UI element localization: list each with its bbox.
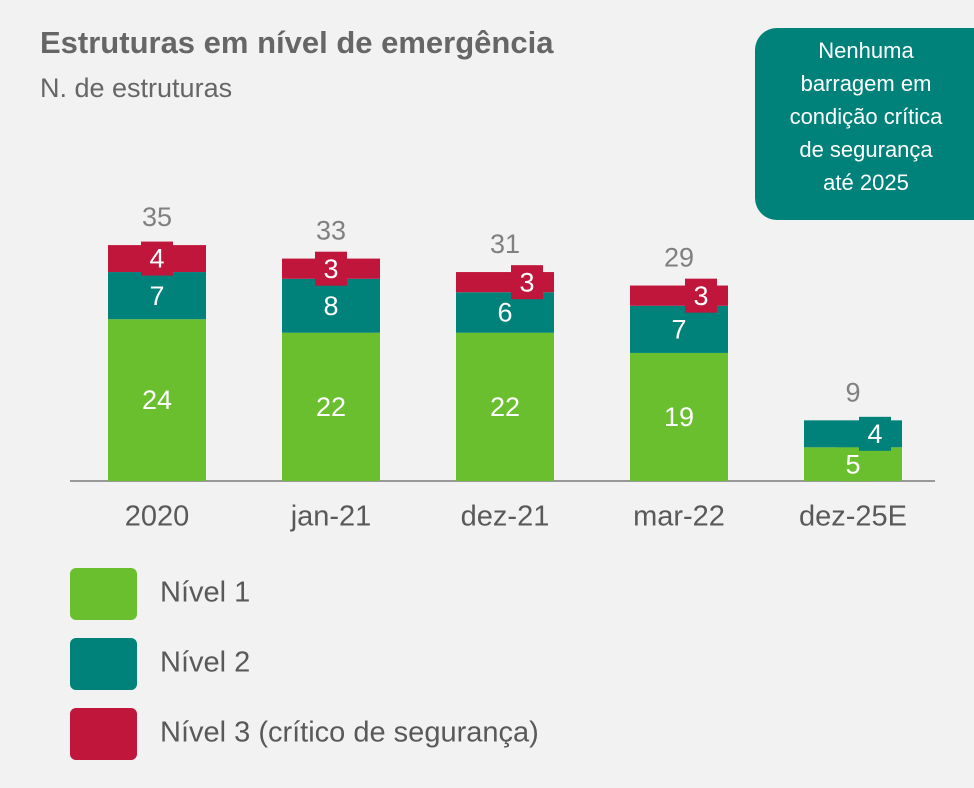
segment-label: 3	[519, 267, 534, 297]
segment-label: 7	[671, 314, 686, 344]
x-tick-label: jan-21	[290, 501, 372, 533]
segment-label: 4	[149, 244, 164, 274]
bar-segment	[456, 332, 554, 481]
segment-label: 22	[316, 392, 346, 422]
segment-label: 5	[845, 449, 860, 479]
bar-segment	[630, 305, 728, 353]
x-tick-label: 2020	[125, 501, 190, 533]
x-tick-label: dez-21	[461, 501, 550, 533]
legend-swatch	[70, 568, 137, 620]
bar-segment	[282, 278, 380, 333]
bar-segment	[282, 332, 380, 481]
total-label: 33	[316, 216, 346, 246]
segment-label: 8	[323, 291, 338, 321]
label-box	[837, 447, 869, 482]
label-box	[315, 251, 347, 286]
segment-label: 4	[867, 419, 882, 449]
callout-text: barragem em	[801, 71, 932, 96]
label-box	[685, 278, 717, 313]
callout-text: condição crítica	[790, 104, 944, 129]
bar-segment	[630, 352, 728, 481]
total-label: 9	[845, 377, 860, 407]
x-tick-label: dez-25E	[799, 501, 907, 533]
label-box	[511, 265, 543, 300]
bar-segment	[108, 272, 206, 320]
segment-label: 3	[323, 254, 338, 284]
legend-label: Nível 2	[160, 647, 250, 679]
total-label: 35	[142, 202, 172, 232]
total-label: 31	[490, 229, 520, 259]
legend-swatch	[70, 638, 137, 690]
segment-label: 6	[497, 298, 512, 328]
callout-box	[755, 28, 974, 220]
chart-title: Estruturas em nível de emergência	[40, 25, 554, 60]
total-label: 29	[664, 243, 694, 273]
segment-label: 19	[664, 402, 694, 432]
callout-text: Nenhuma	[818, 38, 914, 63]
segment-label: 3	[693, 281, 708, 311]
bar-segment	[108, 319, 206, 481]
segment-label: 7	[149, 281, 164, 311]
callout-text: de segurança	[799, 137, 933, 162]
x-tick-label: mar-22	[633, 501, 725, 533]
segment-label: 24	[142, 385, 172, 415]
legend-label: Nível 3 (crítico de segurança)	[160, 717, 539, 749]
legend-swatch	[70, 708, 137, 760]
legend-label: Nível 1	[160, 577, 250, 609]
chart-subtitle: N. de estruturas	[40, 73, 232, 103]
callout-text: até 2025	[823, 170, 909, 195]
label-box	[141, 241, 173, 276]
label-box	[859, 416, 891, 451]
segment-label: 22	[490, 392, 520, 422]
